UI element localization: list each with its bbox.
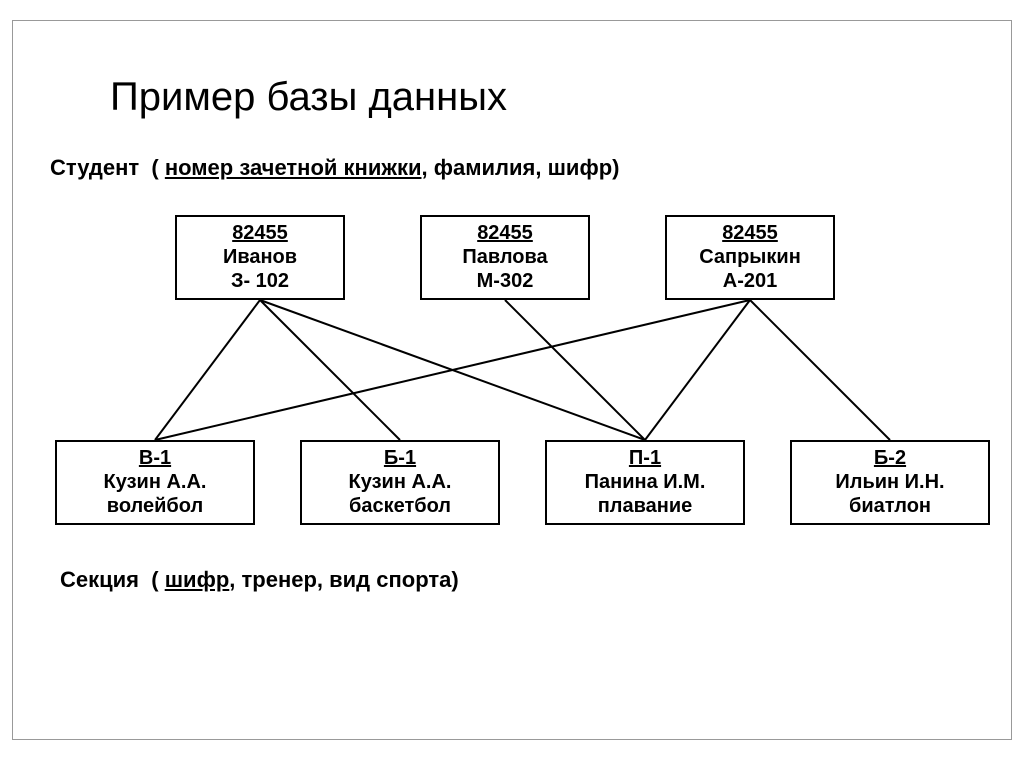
schema-key: номер зачетной книжки	[165, 155, 422, 180]
schema-key: шифр	[165, 567, 230, 592]
node-s1: 82455ИвановЗ- 102	[175, 215, 345, 300]
schema-section: Секция ( шифр, тренер, вид спорта)	[60, 567, 459, 593]
node-key: 82455	[183, 221, 337, 245]
node-line2: Кузин А.А.	[63, 470, 247, 494]
schema-entity: Секция	[60, 567, 139, 592]
node-c1: В-1Кузин А.А.волейбол	[55, 440, 255, 525]
node-key: 82455	[428, 221, 582, 245]
node-line2: Сапрыкин	[673, 245, 827, 269]
node-key: П-1	[553, 446, 737, 470]
page-title: Пример базы данных	[110, 75, 507, 120]
node-c3: П-1Панина И.М.плавание	[545, 440, 745, 525]
node-line3: баскетбол	[308, 494, 492, 518]
node-key: В-1	[63, 446, 247, 470]
node-line2: Панина И.М.	[553, 470, 737, 494]
node-s2: 82455ПавловаМ-302	[420, 215, 590, 300]
node-key: Б-1	[308, 446, 492, 470]
node-line3: плавание	[553, 494, 737, 518]
node-key: 82455	[673, 221, 827, 245]
node-line3: З- 102	[183, 269, 337, 293]
node-line3: М-302	[428, 269, 582, 293]
node-line3: А-201	[673, 269, 827, 293]
node-line2: Кузин А.А.	[308, 470, 492, 494]
slide-frame	[12, 20, 1012, 740]
node-s3: 82455СапрыкинА-201	[665, 215, 835, 300]
node-line3: биатлон	[798, 494, 982, 518]
node-c4: Б-2Ильин И.Н.биатлон	[790, 440, 990, 525]
node-line2: Иванов	[183, 245, 337, 269]
node-line2: Павлова	[428, 245, 582, 269]
node-c2: Б-1Кузин А.А.баскетбол	[300, 440, 500, 525]
schema-rest: фамилия, шифр	[434, 155, 612, 180]
node-key: Б-2	[798, 446, 982, 470]
schema-rest: тренер, вид спорта	[242, 567, 452, 592]
node-line2: Ильин И.Н.	[798, 470, 982, 494]
schema-entity: Студент	[50, 155, 139, 180]
node-line3: волейбол	[63, 494, 247, 518]
schema-student: Студент ( номер зачетной книжки, фамилия…	[50, 155, 619, 181]
